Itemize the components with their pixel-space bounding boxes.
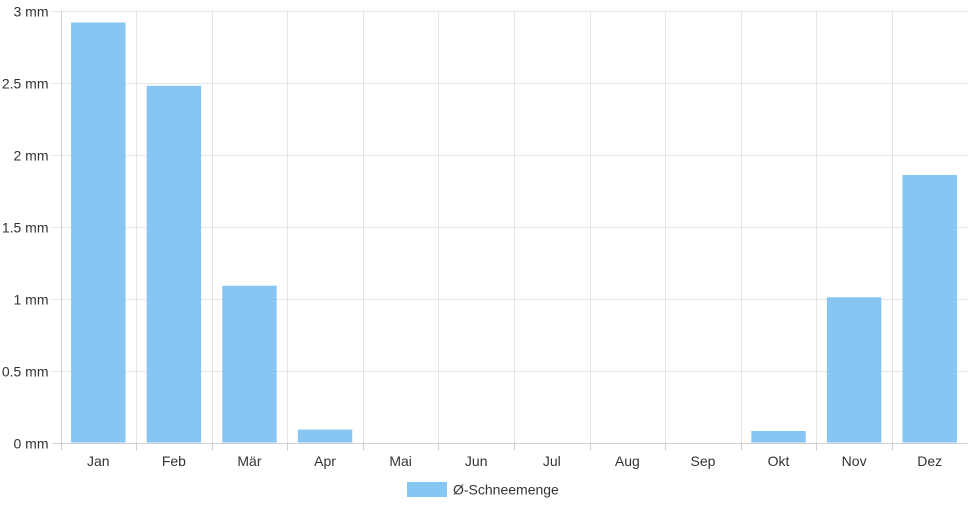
- legend-label[interactable]: Ø-Schneemenge: [453, 482, 559, 498]
- bar-jan[interactable]: Jan: 2.92: [71, 23, 125, 443]
- x-tick-label: Jul: [543, 453, 561, 469]
- bar-mär[interactable]: Mär: 1.09: [222, 286, 276, 443]
- x-tick-label: Aug: [615, 453, 640, 469]
- x-tick-label: Apr: [314, 453, 336, 469]
- y-tick-label: 2 mm: [14, 148, 49, 164]
- legend-swatch[interactable]: [407, 482, 447, 497]
- y-tick-label: 1 mm: [14, 292, 49, 308]
- y-tick-label: 0.5 mm: [2, 364, 49, 380]
- x-tick-label: Jan: [87, 453, 110, 469]
- x-tick-label: Okt: [768, 453, 790, 469]
- y-tick-label: 0 mm: [14, 436, 49, 452]
- x-tick-label: Mai: [389, 453, 412, 469]
- y-tick-label: 1.5 mm: [2, 220, 49, 236]
- legend[interactable]: Ø-Schneemenge: [407, 482, 559, 498]
- x-tick-label: Jun: [465, 453, 488, 469]
- x-tick-label: Sep: [690, 453, 715, 469]
- bar-dez[interactable]: Dez: 1.86: [902, 175, 956, 443]
- x-tick-label: Nov: [842, 453, 867, 469]
- bar-apr[interactable]: Apr: 0.09: [298, 430, 352, 443]
- x-tick-label: Dez: [917, 453, 942, 469]
- bar-nov[interactable]: Nov: 1.01: [827, 297, 881, 442]
- bar-feb[interactable]: Feb: 2.48: [147, 86, 201, 443]
- x-tick-label: Mär: [237, 453, 261, 469]
- bar-okt[interactable]: Okt: 0.08: [751, 431, 805, 443]
- x-tick-label: Feb: [162, 453, 186, 469]
- y-tick-label: 2.5 mm: [2, 76, 49, 92]
- y-tick-label: 3 mm: [14, 4, 49, 20]
